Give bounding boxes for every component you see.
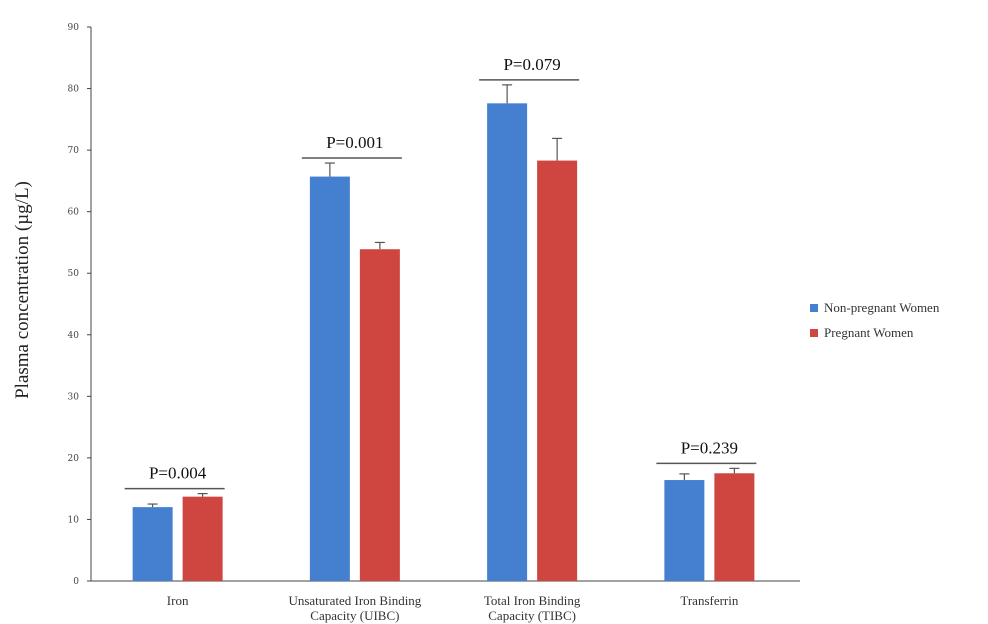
legend-swatch	[810, 329, 818, 337]
legend-label: Pregnant Women	[824, 325, 914, 340]
bar-pregnant-2	[537, 160, 578, 581]
p-value-annotations: P=0.004 P=0.001 P=0.079 P=0.239	[124, 55, 757, 490]
y-axis-label: Plasma concentration (µg/L)	[12, 181, 33, 399]
y-tick-label: 40	[68, 331, 80, 341]
y-tick-label: 30	[68, 392, 80, 402]
p-value-label: P=0.239	[681, 438, 738, 457]
y-tick-label: 0	[73, 577, 79, 587]
category-label: Capacity (UIBC)	[310, 608, 399, 623]
category-label: Unsaturated Iron Binding	[288, 593, 421, 608]
y-tick-label: 10	[68, 515, 80, 525]
category-label: Total Iron Binding	[484, 593, 581, 608]
y-tick-label: 70	[68, 146, 80, 156]
bar-pregnant-3	[714, 473, 755, 581]
p-value-label: P=0.004	[149, 464, 207, 483]
y-tick-label: 80	[68, 85, 80, 95]
legend-swatch	[810, 304, 818, 312]
legend-label: Non-pregnant Women	[824, 300, 940, 315]
bar-pregnant-0	[182, 496, 223, 581]
y-tick-label: 50	[68, 269, 80, 279]
bar-pregnant-1	[359, 249, 400, 581]
bars	[132, 103, 755, 581]
y-tick-label: 60	[68, 208, 80, 218]
bar-non-pregnant-3	[664, 480, 705, 581]
y-ticks: 0 10 20 30 40 50 60 70 80 90	[68, 23, 91, 587]
error-bars	[147, 84, 740, 508]
p-value-label: P=0.001	[326, 133, 383, 152]
category-label: Capacity (TIBC)	[488, 608, 576, 623]
category-label: Iron	[167, 593, 189, 608]
y-tick-label: 90	[68, 23, 80, 33]
legend: Non-pregnant Women Pregnant Women	[810, 300, 940, 340]
bar-non-pregnant-1	[309, 176, 350, 581]
bar-non-pregnant-0	[132, 507, 173, 581]
category-label: Transferrin	[680, 593, 739, 608]
p-value-label: P=0.079	[503, 55, 560, 74]
bar-non-pregnant-2	[487, 103, 528, 581]
y-tick-label: 20	[68, 454, 80, 464]
